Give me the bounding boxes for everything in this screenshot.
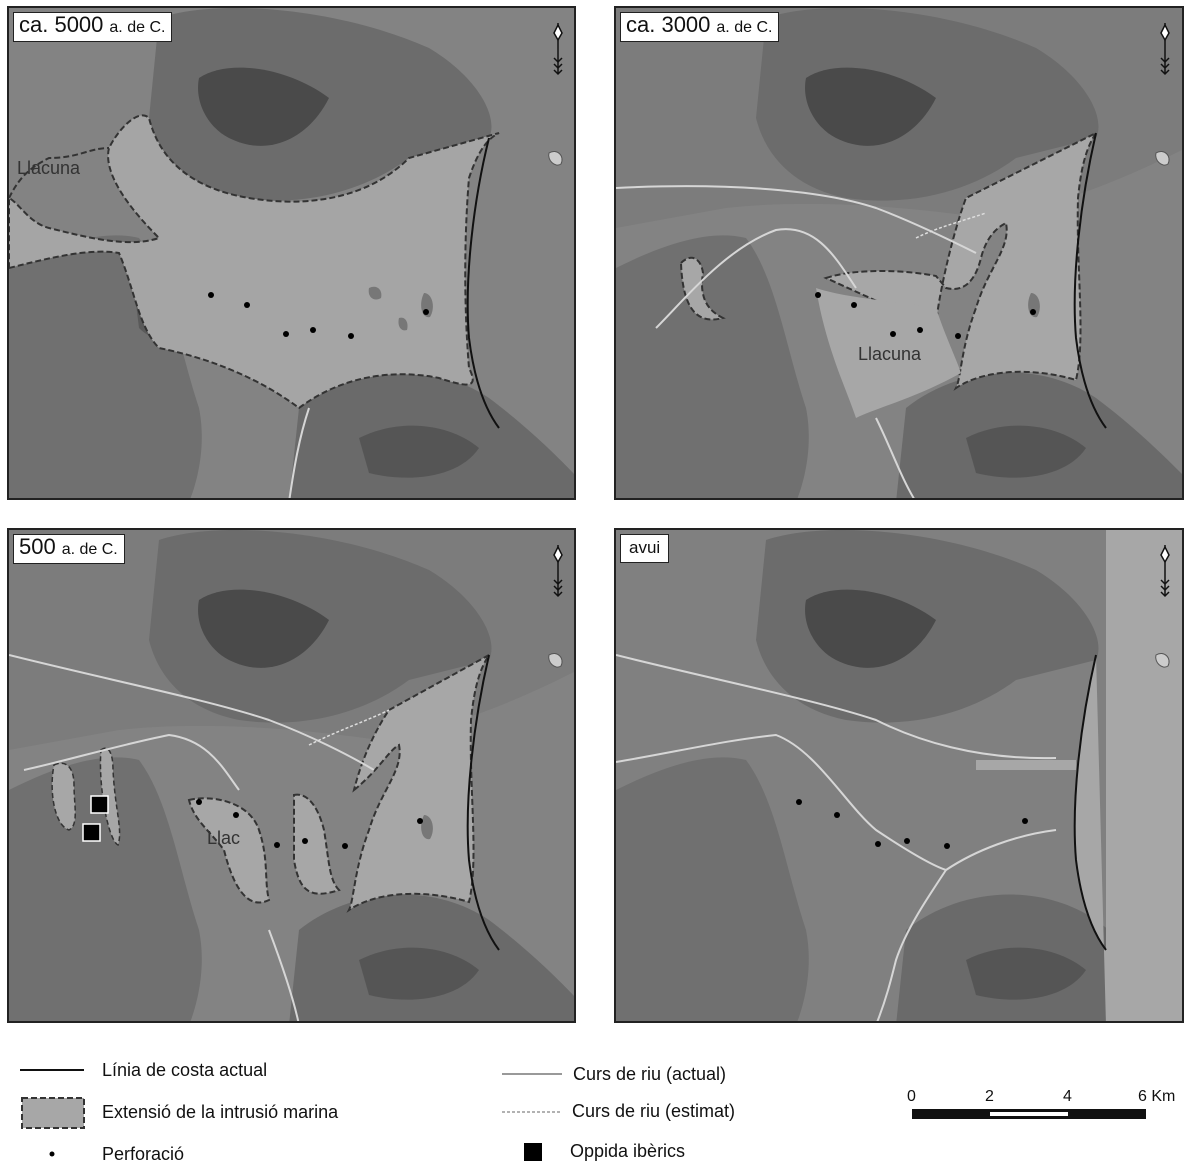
lagoon-label: Llac [207, 828, 241, 848]
scale-tick-4: 4 [1063, 1088, 1072, 1105]
panel-label: ca. 3000 a. de C. [620, 12, 780, 42]
scale-tick-6: 6 Km [1138, 1088, 1176, 1105]
legend-coastline: Línia de costa actual [102, 1060, 268, 1080]
scale-tick-0: 0 [907, 1088, 916, 1105]
period-label: avui [629, 538, 661, 557]
period-label: 500 [19, 534, 56, 559]
boreholes-3000bc [815, 292, 1036, 339]
map-500bc-svg [9, 530, 574, 1021]
map-panel-today: avui [614, 528, 1184, 1023]
legend-symbols-mid [502, 1073, 562, 1161]
scale-bar [912, 1109, 1146, 1119]
boreholes-500bc [196, 799, 423, 849]
legend-symbols-left [20, 1069, 85, 1157]
period-label: ca. 3000 [626, 12, 711, 37]
period-label: ca. 5000 [19, 12, 104, 37]
legend-river-current: Curs de riu (actual) [573, 1064, 727, 1084]
map-panel-500bc: 500 a. de C. Llac [7, 528, 576, 1023]
period-suffix: a. de C. [109, 19, 166, 36]
dot-icon [49, 1151, 55, 1157]
intrusion-symbol [21, 1097, 85, 1129]
panel-label: ca. 5000 a. de C. [13, 12, 173, 42]
lagoon-label: Llacuna [17, 158, 81, 178]
panel-label: avui [620, 534, 670, 563]
legend-intrusion: Extensió de la intrusió marina [102, 1102, 339, 1122]
map-5000bc-svg [9, 8, 574, 498]
square-icon [524, 1143, 542, 1161]
lagoon-label: Llacuna [858, 344, 922, 364]
period-suffix: a. de C. [716, 19, 773, 36]
panel-label: 500 a. de C. [13, 534, 125, 564]
oppida-markers [82, 795, 109, 842]
boreholes-today [796, 799, 1028, 849]
map-panel-5000bc: ca. 5000 a. de C. Llacuna [7, 6, 576, 500]
period-suffix: a. de C. [61, 541, 118, 558]
boreholes-5000bc [208, 292, 429, 339]
north-arrow-icon [553, 545, 563, 598]
square-icon [90, 795, 109, 814]
map-panel-3000bc: ca. 3000 a. de C. Llacuna [614, 6, 1184, 500]
square-icon [82, 823, 101, 842]
legend-oppida: Oppida ibèrics [570, 1141, 686, 1161]
north-arrow-icon [1160, 545, 1170, 598]
legend-borehole: Perforació [102, 1144, 185, 1164]
north-arrow-icon [1160, 23, 1170, 76]
north-arrow-icon [553, 23, 563, 76]
map-3000bc-svg [616, 8, 1182, 498]
legend-river-estimated: Curs de riu (estimat) [572, 1101, 736, 1121]
scale-tick-2: 2 [985, 1088, 994, 1105]
map-today-svg [616, 530, 1182, 1021]
